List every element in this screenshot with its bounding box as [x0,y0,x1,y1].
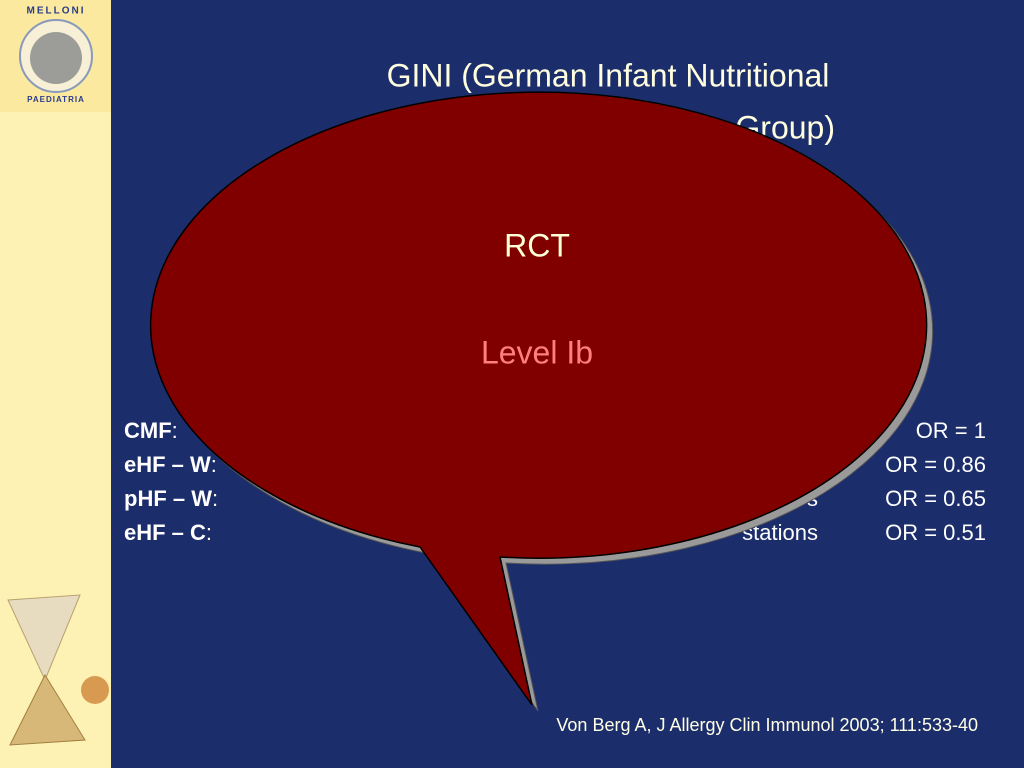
row-result: OR = 0.51 [885,520,986,545]
separator: : [172,418,178,443]
separator: : [206,520,212,545]
label: eHF – C [124,520,206,545]
callout-text: Level Ib [481,334,593,370]
citation: Von Berg A, J Allergy Clin Immunol 2003;… [556,715,978,735]
label: eHF – W [124,452,211,477]
separator: : [211,452,217,477]
row-result: OR = 0.86 [885,452,986,477]
pyramid-art [7,594,109,746]
row-label: CMF: [124,418,178,443]
callout [149,91,928,706]
row-label: eHF – W: [124,452,217,477]
row-label: eHF – C: [124,520,212,545]
row-label: pHF – W: [124,486,218,511]
separator: : [212,486,218,511]
row-result: OR = 0.65 [885,486,986,511]
logo-top: MELLONI [27,6,86,17]
callout-text: RCT [504,227,570,263]
logo-bottom: PAEDIATRIA [27,95,85,104]
row-result: OR = 1 [916,418,986,443]
title-line: GINI (German Infant Nutritional [387,57,830,93]
logo-image [30,32,82,84]
label: CMF [124,418,172,443]
label: pHF – W [124,486,212,511]
